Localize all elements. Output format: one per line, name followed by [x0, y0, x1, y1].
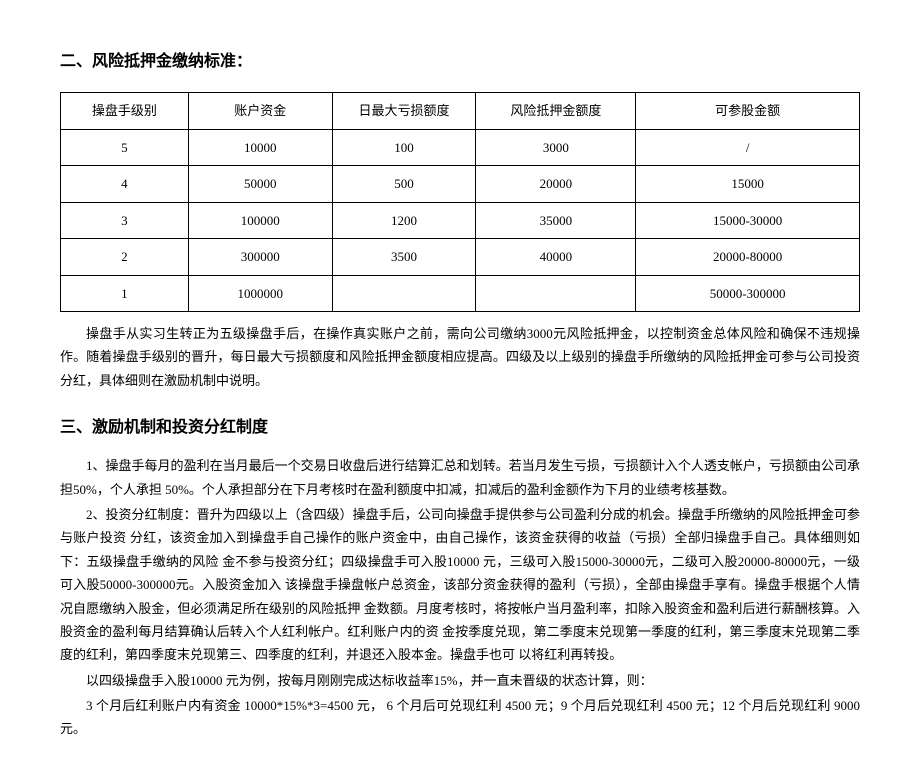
cell-maxloss: 3500	[332, 239, 476, 276]
cell-invest: 20000-80000	[636, 239, 860, 276]
table-row: 2 300000 3500 40000 20000-80000	[61, 239, 860, 276]
cell-invest: 15000	[636, 166, 860, 203]
cell-deposit: 40000	[476, 239, 636, 276]
section3-paragraph-4: 3 个月后红利账户内有资金 10000*15%*3=4500 元， 6 个月后可…	[60, 694, 860, 741]
table-row: 5 10000 100 3000 /	[61, 129, 860, 166]
section3-paragraph-3: 以四级操盘手入股10000 元为例，按每月刚刚完成达标收益率15%，并一直未晋级…	[60, 669, 860, 692]
table-row: 1 1000000 50000-300000	[61, 275, 860, 312]
cell-maxloss: 100	[332, 129, 476, 166]
section3-paragraph-1: 1、操盘手每月的盈利在当月最后一个交易日收盘后进行结算汇总和划转。若当月发生亏损…	[60, 454, 860, 501]
cell-level: 2	[61, 239, 189, 276]
cell-deposit: 35000	[476, 202, 636, 239]
table-row: 3 100000 1200 35000 15000-30000	[61, 202, 860, 239]
header-deposit: 风险抵押金额度	[476, 93, 636, 130]
header-maxloss: 日最大亏损额度	[332, 93, 476, 130]
cell-fund: 1000000	[188, 275, 332, 312]
cell-fund: 100000	[188, 202, 332, 239]
cell-deposit	[476, 275, 636, 312]
header-fund: 账户资金	[188, 93, 332, 130]
section2-paragraph: 操盘手从实习生转正为五级操盘手后，在操作真实账户之前，需向公司缴纳3000元风险…	[60, 322, 860, 392]
header-invest: 可参股金额	[636, 93, 860, 130]
table-header-row: 操盘手级别 账户资金 日最大亏损额度 风险抵押金额度 可参股金额	[61, 93, 860, 130]
cell-invest: 15000-30000	[636, 202, 860, 239]
header-level: 操盘手级别	[61, 93, 189, 130]
cell-level: 4	[61, 166, 189, 203]
cell-invest: 50000-300000	[636, 275, 860, 312]
cell-maxloss	[332, 275, 476, 312]
cell-fund: 300000	[188, 239, 332, 276]
cell-level: 1	[61, 275, 189, 312]
section3-title: 三、激励机制和投资分红制度	[60, 416, 860, 440]
cell-level: 5	[61, 129, 189, 166]
deposit-standard-table: 操盘手级别 账户资金 日最大亏损额度 风险抵押金额度 可参股金额 5 10000…	[60, 92, 860, 312]
table-row: 4 50000 500 20000 15000	[61, 166, 860, 203]
cell-maxloss: 500	[332, 166, 476, 203]
cell-deposit: 20000	[476, 166, 636, 203]
cell-fund: 10000	[188, 129, 332, 166]
section3-paragraph-2: 2、投资分红制度：晋升为四级以上（含四级）操盘手后，公司向操盘手提供参与公司盈利…	[60, 503, 860, 667]
cell-deposit: 3000	[476, 129, 636, 166]
cell-maxloss: 1200	[332, 202, 476, 239]
cell-level: 3	[61, 202, 189, 239]
section2-title: 二、风险抵押金缴纳标准：	[60, 50, 860, 74]
cell-invest: /	[636, 129, 860, 166]
cell-fund: 50000	[188, 166, 332, 203]
